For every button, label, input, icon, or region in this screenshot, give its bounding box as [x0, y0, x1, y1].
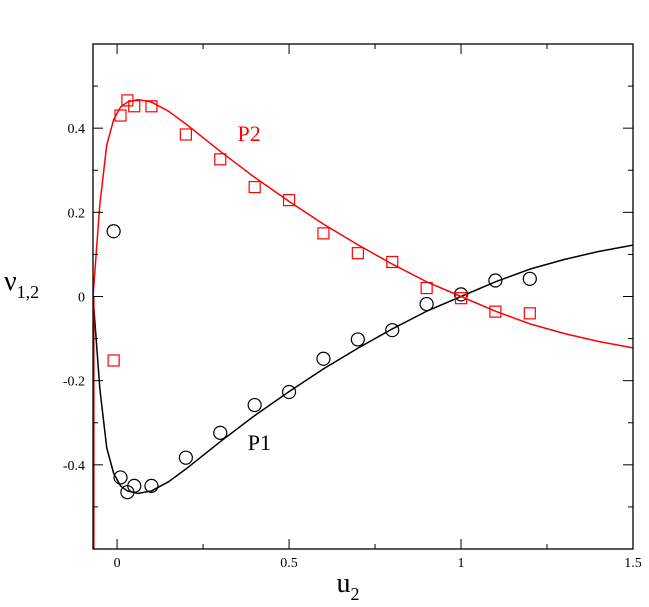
y-tick-label: -0.2	[63, 375, 85, 390]
series-p1-point	[247, 397, 262, 413]
series-p1-curve	[93, 244, 633, 495]
axes: 0 0.5 1 1.5 -0.4 -0.2 0 0.2 0.4 P2 P1	[63, 43, 642, 571]
y-axis-label: ν1,2	[4, 266, 39, 302]
series-p2-point	[420, 281, 433, 295]
series-p2-point	[282, 194, 296, 207]
y-axis-label-main: ν	[4, 266, 17, 297]
x-tick-label: 0	[114, 556, 121, 571]
y-axis-label-sub: 1,2	[17, 282, 40, 302]
series-p2-point	[351, 247, 364, 260]
series-p1-point	[316, 351, 331, 366]
series-p1-point	[178, 450, 193, 465]
series-p1-point	[144, 478, 159, 493]
series-p2-curve	[93, 98, 633, 349]
plot-frame	[92, 43, 634, 550]
series-p2-point	[523, 307, 536, 320]
series-p1-point	[419, 296, 434, 312]
series-p2-point	[145, 100, 158, 113]
series-p1-point	[385, 323, 400, 338]
x-axis-label-sub: 2	[351, 584, 360, 604]
series-p2-point	[128, 100, 141, 113]
series-p2-point	[248, 180, 261, 194]
series-p2-point	[179, 128, 192, 141]
y-tick-label: 0.2	[68, 206, 86, 221]
x-tick-label: 1	[458, 556, 465, 571]
series-p2-point	[489, 305, 502, 318]
series-p2-point	[114, 109, 127, 122]
series-label-p1: P1	[248, 430, 271, 455]
x-axis-label-main: u	[337, 568, 351, 599]
series-p2-point	[214, 153, 227, 166]
series-p2-point	[386, 255, 399, 269]
series-p1-point	[522, 271, 537, 286]
series-p1-point	[113, 470, 128, 485]
x-tick-label: 0.5	[280, 556, 298, 571]
series-p1-point	[213, 425, 228, 440]
y-tick-label: 0.4	[68, 122, 86, 137]
series-p1-point	[350, 332, 365, 347]
y-tick-label: 0	[78, 291, 85, 306]
x-tick-label: 1.5	[624, 556, 642, 571]
series-p1-point	[106, 224, 121, 239]
series-p2-point	[317, 227, 330, 240]
series-p1-point	[281, 384, 297, 400]
series-label-p2: P2	[237, 121, 260, 146]
y-tick-label: -0.4	[63, 459, 85, 474]
series-p2-point	[454, 292, 468, 305]
x-axis-label: u2	[337, 568, 360, 604]
series-p1-point	[488, 273, 503, 288]
plot-area	[93, 94, 633, 549]
series-p1-point	[127, 478, 142, 493]
series-p2-point	[107, 354, 120, 367]
